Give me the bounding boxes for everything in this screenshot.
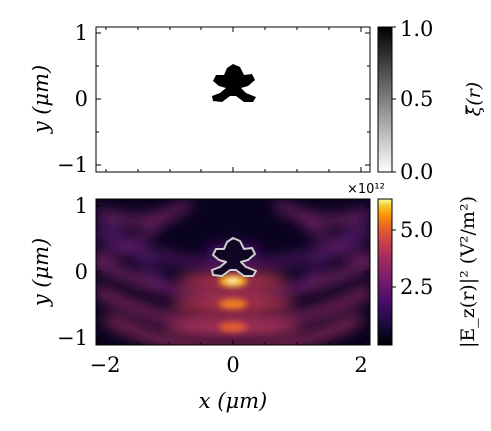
- bottom-xlabel: x (μm): [199, 389, 267, 413]
- hotspot-3: [219, 322, 247, 332]
- bottom-xtick-2: 2: [354, 353, 367, 377]
- top-plot-area: [95, 26, 371, 173]
- bottom-xtick-0: 0: [226, 353, 239, 377]
- bottom-panel: 1 0 −1 −2 0 2 y (μm) x (μm) 5.0 2.5 ×10¹…: [29, 182, 479, 413]
- bottom-ylabel: y (μm): [29, 238, 53, 308]
- top-colorbar-label: ξ̄(r): [463, 82, 485, 116]
- top-ytick-0: 0: [75, 87, 88, 111]
- structure-shape: [212, 64, 256, 102]
- top-ticks: [96, 27, 370, 172]
- top-ytick-m1: −1: [57, 153, 88, 177]
- bottom-colorbar-gradient: [377, 198, 393, 346]
- top-ylabel: y (μm): [29, 65, 53, 135]
- bottom-colorbar-label: |E_z(r)|² (V²/m²): [457, 196, 479, 348]
- bottom-ticks: [96, 205, 370, 345]
- bottom-cb-tick-5: 5.0: [400, 218, 433, 242]
- top-cb-tick-05: 0.5: [400, 87, 433, 111]
- bottom-ytick-1: 1: [75, 194, 88, 218]
- hotspot-2: [219, 299, 247, 309]
- bottom-cb-multiplier: ×10¹²: [347, 182, 385, 197]
- bottom-xtick-m2: −2: [90, 353, 121, 377]
- top-ytick-1: 1: [75, 21, 88, 45]
- field-heatmap: [96, 199, 370, 345]
- bottom-ytick-0: 0: [75, 260, 88, 284]
- bottom-cb-tick-25: 2.5: [400, 275, 433, 299]
- top-panel: 1 0 −1 y (μm) 1.0 0.5 0.0 ξ̄(r): [29, 17, 485, 184]
- top-colorbar: 1.0 0.5 0.0 ξ̄(r): [377, 17, 485, 184]
- structure-outline: [211, 237, 257, 277]
- design-structure: [212, 64, 256, 102]
- top-colorbar-gradient: [377, 26, 393, 173]
- bottom-ytick-m1: −1: [57, 326, 88, 350]
- top-cb-tick-1: 1.0: [400, 17, 433, 41]
- top-cb-tick-0: 0.0: [400, 160, 433, 184]
- bottom-colorbar: 5.0 2.5 ×10¹² |E_z(r)|² (V²/m²): [347, 182, 479, 348]
